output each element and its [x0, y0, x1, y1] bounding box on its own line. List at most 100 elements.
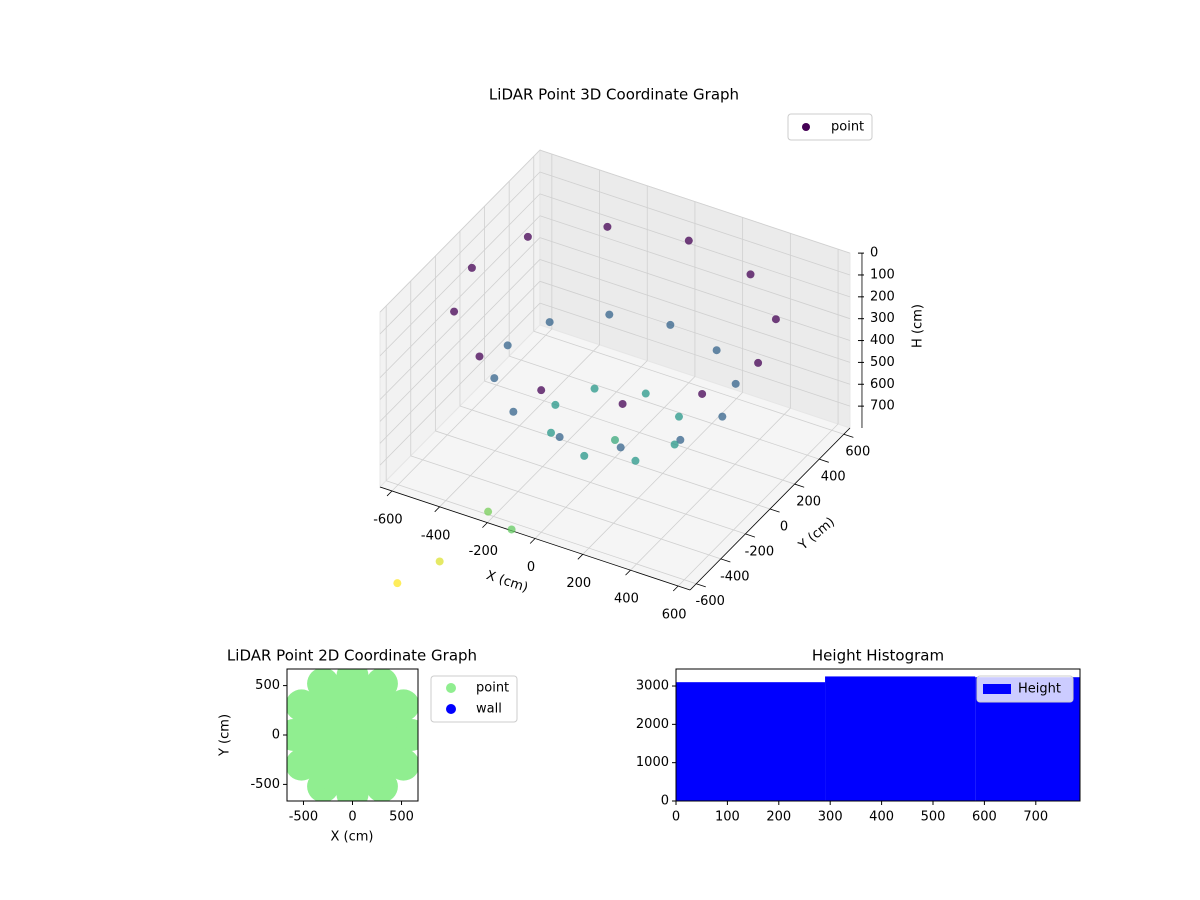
x-tick-label: -200 [469, 544, 499, 559]
z-tick-label: 100 [870, 267, 895, 282]
grid-line [379, 259, 541, 422]
x-tick-label: 0 [348, 810, 356, 825]
point [490, 374, 499, 383]
tick-mark [529, 538, 536, 544]
point [580, 451, 589, 460]
tick-mark [672, 585, 679, 592]
y-tick-label: 500 [255, 678, 280, 693]
point [547, 428, 556, 437]
legend-label: point [831, 120, 864, 135]
point [590, 384, 599, 393]
z-tick-label: 700 [870, 399, 895, 414]
legend-box [976, 675, 1074, 703]
tick-mark [482, 522, 488, 528]
bar [825, 676, 976, 801]
point [771, 315, 780, 324]
grid-line [379, 302, 541, 466]
y-tick-label: 3000 [636, 679, 669, 694]
y-tick-label: -200 [745, 544, 775, 559]
z-tick-label: 500 [870, 355, 895, 370]
y-axis-label: Y (cm) [218, 714, 233, 757]
grid-line [379, 215, 541, 378]
bar [676, 682, 826, 801]
chart-title: LiDAR Point 2D Coordinate Graph [227, 647, 477, 665]
tick-mark [745, 533, 756, 538]
point [537, 386, 546, 395]
x-tick-label: 100 [715, 810, 740, 825]
z-tick-label: 200 [870, 289, 895, 304]
point [731, 379, 740, 388]
y-tick-label: 0 [272, 728, 280, 743]
y-tick-label: -500 [250, 777, 280, 792]
x-tick-label: 200 [766, 810, 791, 825]
grid-line [379, 237, 541, 400]
grid-line [533, 330, 844, 435]
grid-line [539, 215, 851, 320]
point [684, 236, 693, 245]
grid-line [484, 380, 795, 485]
point [631, 456, 640, 465]
legend-box [787, 113, 873, 141]
y-tick-label: 2000 [636, 717, 669, 732]
grid-line [539, 237, 851, 341]
chart-title: LiDAR Point 3D Coordinate Graph [489, 86, 739, 104]
x-tick-label: 300 [818, 810, 843, 825]
y-tick-label: 600 [845, 445, 870, 460]
x-tick-label: 0 [672, 810, 680, 825]
grid-line [410, 455, 721, 560]
point [605, 310, 614, 319]
point [435, 557, 444, 566]
grid-line [379, 193, 541, 357]
tick-mark [769, 508, 780, 513]
chart-title: Height Histogram [812, 647, 944, 665]
point [754, 358, 763, 367]
y-axis-label: Y (cm) [795, 515, 838, 554]
point [467, 263, 476, 272]
point [712, 346, 721, 355]
tick-mark [843, 433, 854, 438]
x-tick-label: 0 [527, 560, 535, 575]
y-tick-label: 200 [796, 495, 821, 510]
grid-line [379, 281, 541, 444]
point [603, 222, 612, 231]
x-tick-label: 500 [921, 810, 946, 825]
point [698, 389, 707, 398]
grid-line [539, 302, 851, 407]
point [509, 407, 518, 416]
point [484, 507, 493, 516]
x-axis-label: X (cm) [331, 830, 374, 845]
y-tick-label: 400 [821, 470, 846, 485]
legend-marker [802, 123, 810, 131]
point [475, 352, 484, 361]
plot-area [287, 669, 418, 801]
x-tick-label: -400 [421, 528, 451, 543]
tick-mark [819, 458, 829, 463]
x-tick-label: 400 [614, 592, 639, 607]
point [616, 443, 625, 452]
tick-mark [625, 569, 631, 576]
grid-line [539, 171, 851, 276]
grid-line [435, 430, 746, 535]
axes-frame [675, 668, 1081, 802]
point [666, 320, 675, 329]
point [555, 433, 564, 442]
legend-box [430, 675, 518, 723]
grid-line [539, 149, 851, 254]
grid-line [379, 149, 541, 313]
y-tick-label: -600 [695, 594, 725, 609]
point [674, 412, 683, 421]
x-tick-label: -500 [289, 810, 319, 825]
point [551, 400, 560, 409]
legend-marker [446, 704, 456, 714]
point [523, 232, 532, 241]
y-tick-label: -400 [720, 569, 750, 584]
point [336, 719, 369, 751]
grid-line [379, 171, 541, 335]
grid-line [386, 480, 697, 585]
point [670, 440, 679, 449]
point [450, 307, 459, 316]
point [676, 435, 685, 444]
tick-mark [720, 558, 731, 563]
